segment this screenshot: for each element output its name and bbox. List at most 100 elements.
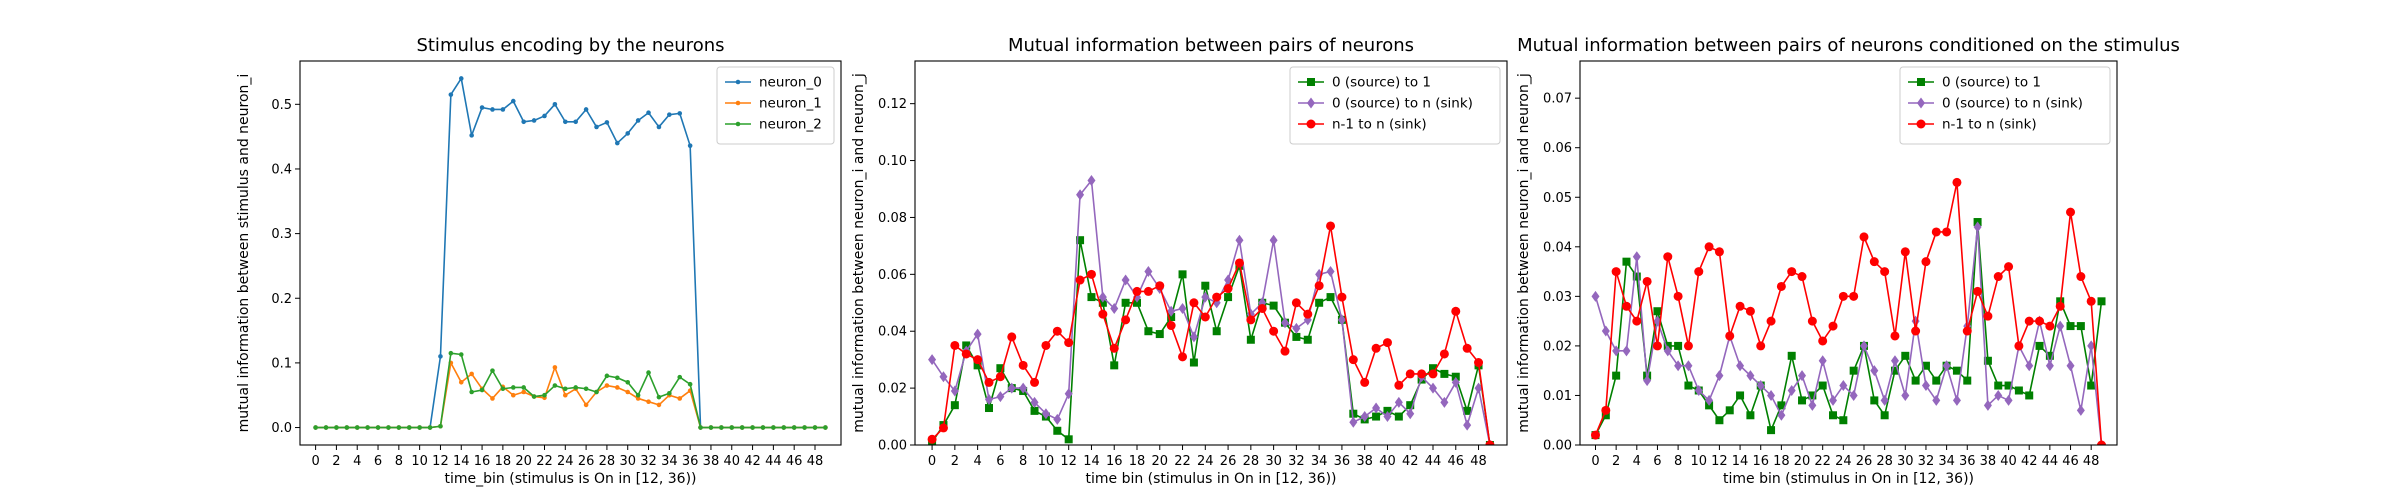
data-point: [1736, 360, 1745, 372]
data-point: [552, 383, 558, 388]
data-point: [427, 425, 433, 430]
data-point: [1064, 388, 1073, 400]
data-point: [1715, 370, 1724, 382]
data-point: [1030, 406, 1039, 415]
x-tick-label: 22: [536, 454, 553, 469]
data-point: [2056, 320, 2065, 332]
data-point: [1622, 345, 1631, 357]
data-point: [1725, 331, 1735, 341]
legend: 0 (source) to 1 0 (source) to n (sink) n-1…: [1899, 66, 2111, 145]
data-point: [615, 140, 620, 146]
y-tick-label: 0.02: [1543, 339, 1572, 354]
data-point: [961, 349, 971, 359]
data-point: [1053, 413, 1062, 425]
series-1: [1591, 218, 2106, 440]
y-tick-label: 0.01: [1543, 389, 1572, 404]
y-tick-label: 0.00: [1543, 439, 1572, 454]
data-point: [1086, 269, 1096, 279]
data-point: [479, 387, 485, 393]
data-point: [1601, 325, 1610, 337]
chart-title: Mutual information between pairs of neur…: [1517, 35, 2180, 56]
data-point: [1132, 286, 1142, 296]
data-point: [542, 113, 547, 119]
data-point: [334, 425, 339, 430]
data-point: [2076, 404, 2085, 416]
data-point: [1052, 326, 1062, 336]
data-point: [1394, 380, 1404, 390]
data-point: [1440, 396, 1449, 408]
data-point: [1212, 327, 1221, 336]
data-point: [1315, 298, 1324, 307]
data-point: [615, 375, 620, 381]
x-axis-label: time_bin (stimulus is On in [12, 36)): [445, 471, 697, 487]
data-point: [1798, 396, 1807, 405]
y-tick-label: 0.00: [878, 439, 907, 454]
data-point: [2066, 207, 2076, 217]
data-point: [996, 364, 1005, 373]
data-point: [490, 107, 495, 112]
data-point: [1360, 377, 1370, 387]
data-point: [1901, 389, 1910, 401]
data-point: [1098, 291, 1107, 303]
data-point: [2097, 440, 2107, 445]
data-point: [1303, 309, 1313, 319]
x-tick-label: 28: [1876, 454, 1893, 469]
data-point: [1963, 376, 1972, 385]
data-point: [1983, 399, 1992, 411]
x-tick-label: 8: [395, 454, 403, 469]
x-tick-label: 34: [661, 454, 678, 469]
data-point: [521, 119, 526, 125]
data-point: [823, 425, 828, 430]
data-point: [1246, 335, 1255, 344]
data-point: [562, 119, 568, 125]
x-tick-label: 28: [1243, 454, 1260, 469]
legend-label: 0 (source) to n (sink): [1942, 96, 2083, 112]
data-point: [687, 143, 693, 148]
data-point: [1269, 234, 1278, 246]
data-point: [1921, 361, 1930, 370]
data-point: [973, 361, 982, 370]
data-point: [1808, 391, 1817, 400]
data-point: [458, 76, 464, 81]
data-point: [1212, 292, 1222, 302]
y-tick-label: 0.07: [1543, 92, 1572, 107]
y-tick-label: 0.0: [271, 421, 292, 436]
data-point: [1383, 411, 1392, 423]
data-point: [1394, 412, 1403, 421]
data-point: [760, 425, 766, 430]
data-point: [973, 328, 982, 340]
data-point: [1756, 380, 1765, 392]
data-point: [1767, 426, 1776, 435]
data-point: [1973, 286, 1983, 296]
data-point: [1121, 274, 1130, 286]
data-point: [656, 394, 662, 400]
data-point: [510, 98, 516, 104]
data-point: [2004, 394, 2013, 406]
data-point: [1451, 376, 1460, 388]
x-tick-label: 48: [1470, 454, 1487, 469]
x-tick-label: 44: [2042, 454, 2059, 469]
data-point: [1911, 376, 1920, 385]
y-tick-label: 0.2: [271, 292, 292, 307]
y-axis-label: mutual information between neuron_i and …: [1516, 73, 1532, 433]
x-tick-label: 28: [599, 454, 616, 469]
data-point: [1019, 382, 1028, 394]
data-point: [438, 423, 443, 429]
x-tick-label: 30: [619, 454, 636, 469]
data-point: [1746, 370, 1755, 382]
data-point: [1167, 313, 1176, 321]
x-tick-label: 36: [1334, 454, 1351, 469]
data-point: [1440, 369, 1449, 378]
data-point: [1612, 371, 1621, 380]
data-point: [1869, 257, 1879, 267]
y-tick-label: 0.04: [878, 325, 907, 340]
data-point: [1632, 272, 1641, 281]
data-point: [1076, 236, 1085, 245]
data-point: [375, 425, 381, 430]
axes-frame: [299, 60, 842, 446]
data-point: [1715, 416, 1724, 425]
data-point: [1674, 341, 1683, 350]
x-tick-label: 22: [1174, 454, 1191, 469]
data-point: [1349, 416, 1358, 428]
x-tick-label: 4: [973, 454, 981, 469]
